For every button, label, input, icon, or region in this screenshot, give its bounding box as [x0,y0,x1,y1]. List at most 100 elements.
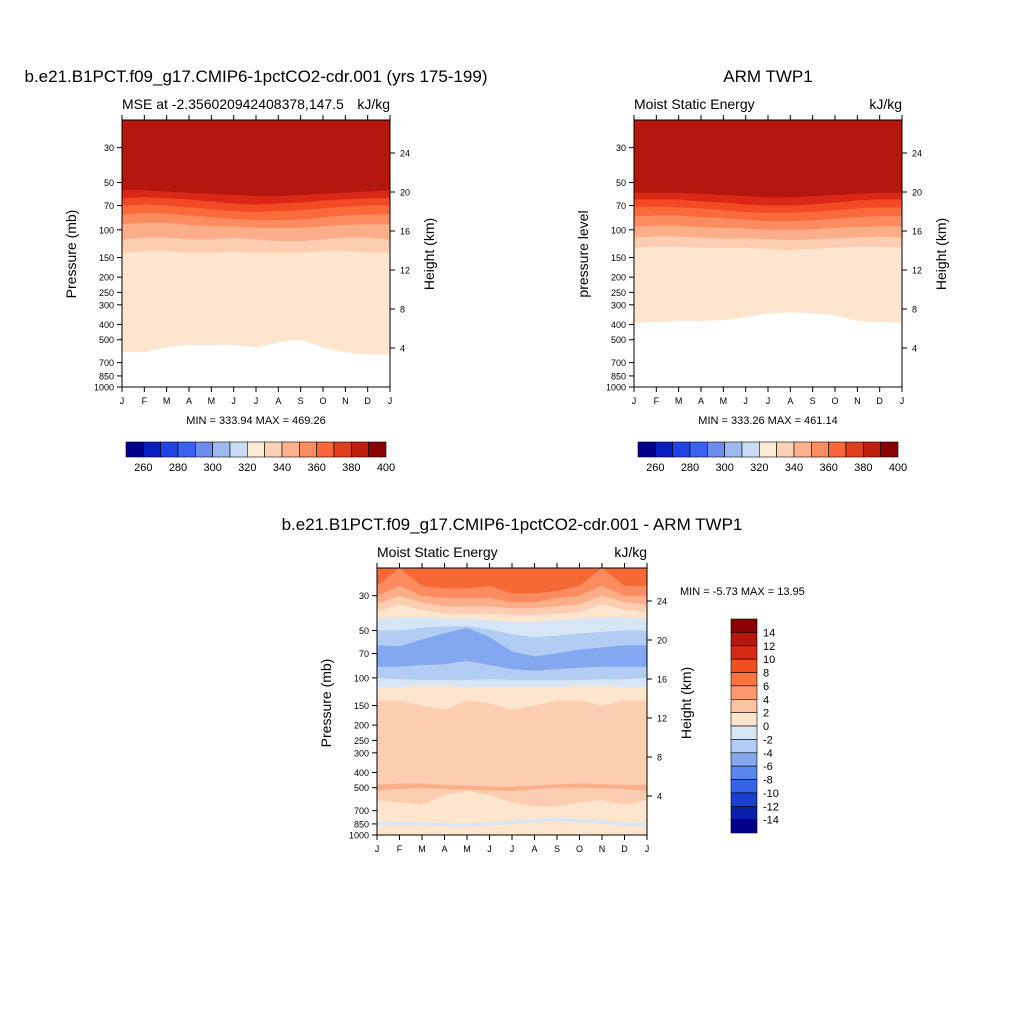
panel-obs-units: kJ/kg [869,96,902,112]
colorbar-label: 360 [820,462,838,474]
panel-model-ylabel: Pressure (mb) [63,210,79,299]
panel-model: b.e21.B1PCT.f09_g17.CMIP6-1pctCO2-cdr.00… [24,67,487,474]
colorbar-label: 8 [763,668,769,680]
panel-obs-contour-plot: J F M A M J J A S O N D J 30 50 70 100 150 200 250 300 400 500… [606,115,922,406]
y-tick-label: 500 [99,335,114,345]
x-tick-label: M [163,396,171,406]
colorbar-label: 10 [763,654,775,666]
y-tick-label: 50 [104,178,114,188]
x-tick-label: F [654,396,660,406]
colorbar-label: 6 [763,681,769,693]
panel-diff-subtitle: Moist Static Energy [377,544,498,560]
panel-obs-colorbar: 260 280 300 320 340 360 380 400 [637,441,907,474]
x-tick-label: O [831,396,838,406]
x-tick-label: A [787,396,793,406]
colorbar-swatch [368,441,387,458]
panel-obs-subtitle: Moist Static Energy [634,96,755,112]
panel-diff: b.e21.B1PCT.f09_g17.CMIP6-1pctCO2-cdr.00… [282,515,805,854]
colorbar-label: 280 [681,462,699,474]
panel-model-title: b.e21.B1PCT.f09_g17.CMIP6-1pctCO2-cdr.00… [24,67,487,86]
x-tick-label: J [900,396,905,406]
height-tick-label: 4 [657,791,662,801]
x-tick-label: J [254,396,259,406]
y-tick-label: 70 [104,201,114,211]
x-tick-label: M [463,844,471,854]
contour-band-7 [122,120,390,197]
x-tick-label: A [275,396,281,406]
y-tick-label: 200 [99,273,114,283]
x-tick-label: N [599,844,606,854]
colorbar-swatch [810,441,829,458]
height-tick-label: 24 [400,148,410,158]
panel-diff-ylabel: Pressure (mb) [318,659,334,748]
height-tick-label: 16 [657,674,667,684]
colorbar-swatch [264,441,283,458]
contour-band-7 [634,120,902,198]
colorbar-swatch [880,441,899,458]
y-tick-label: 200 [611,273,626,283]
x-tick-label: M [720,396,728,406]
x-tick-label: S [298,396,304,406]
x-tick-label: J [375,844,380,854]
x-tick-label: S [554,844,560,854]
colorbar-swatch [229,441,248,458]
height-tick-label: 4 [912,343,917,353]
x-tick-label: M [418,844,426,854]
colorbar-swatch [654,441,673,458]
colorbar-label: 14 [763,627,775,639]
height-tick-label: 12 [912,265,922,275]
y-tick-label: 700 [611,358,626,368]
colorbar-swatch [793,441,812,458]
x-tick-label: A [186,396,192,406]
colorbar-swatch [125,441,144,458]
height-tick-label: 16 [912,226,922,236]
colorbar-swatch [333,441,352,458]
colorbar-label: 300 [204,462,222,474]
y-tick-label: 150 [99,253,114,263]
height-tick-label: 8 [400,304,405,314]
x-tick-label: J [487,844,492,854]
height-tick-label: 12 [657,713,667,723]
x-tick-label: S [810,396,816,406]
x-tick-label: N [342,396,349,406]
x-tick-label: O [576,844,583,854]
colorbar-swatch [730,685,758,700]
panel-model-colorbar: 260 280 300 320 340 360 380 400 [125,441,395,474]
height-tick-label: 4 [400,343,405,353]
colorbar-swatch [689,441,708,458]
x-tick-label: M [675,396,683,406]
colorbar-label: -10 [763,788,779,800]
y-tick-label: 400 [354,768,369,778]
y-tick-label: 100 [99,225,114,235]
height-tick-label: 8 [657,752,662,762]
x-tick-label: D [876,396,883,406]
colorbar-label: -8 [763,775,773,787]
x-tick-label: J [231,396,236,406]
colorbar-swatch [730,752,758,767]
y-tick-label: 1000 [349,831,369,841]
colorbar-swatch [730,645,758,660]
height-tick-label: 20 [400,187,410,197]
colorbar-swatch [730,792,758,807]
height-tick-label: 8 [912,304,917,314]
panel-model-subtitle: MSE at -2.356020942408378,147.5 [122,96,344,112]
colorbar-swatch [212,441,231,458]
colorbar-label: 380 [854,462,872,474]
x-tick-label: O [319,396,326,406]
panel-model-minmax: MIN = 333.94 MAX = 469.26 [186,415,325,427]
colorbar-swatch [730,819,758,834]
colorbar-swatch [316,441,335,458]
colorbar-swatch [730,618,758,633]
x-tick-label: J [645,844,650,854]
y-tick-label: 250 [611,288,626,298]
y-tick-label: 500 [611,335,626,345]
panel-diff-ylabel-right: Height (km) [678,667,694,739]
x-tick-label: A [698,396,704,406]
height-tick-label: 20 [912,187,922,197]
colorbar-label: 400 [889,462,907,474]
colorbar-swatch [160,441,179,458]
colorbar-label: 260 [134,462,152,474]
y-tick-label: 700 [354,806,369,816]
y-tick-label: 100 [354,673,369,683]
